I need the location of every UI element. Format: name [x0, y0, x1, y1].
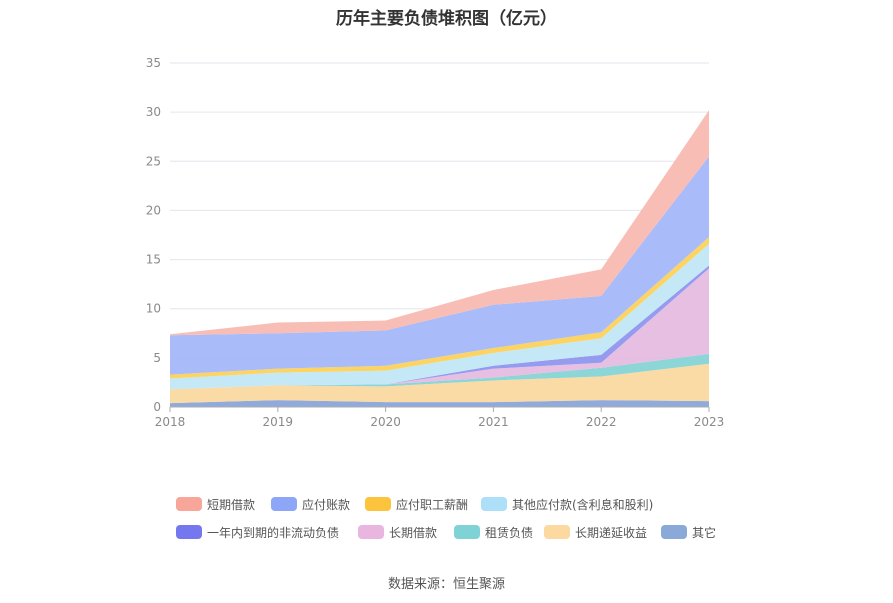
- x-tick-label: 2022: [586, 415, 617, 429]
- legend-label: 其它: [692, 525, 717, 540]
- area-series-2: [170, 353, 709, 390]
- legend-item[interactable]: 其它: [661, 523, 716, 541]
- legend-item[interactable]: 应付职工薪酬: [365, 495, 468, 513]
- y-tick-label: 10: [146, 302, 161, 316]
- x-tick-label: 2018: [155, 415, 186, 429]
- legend-swatch: [176, 525, 202, 539]
- axes: 0 5 10 15 20 25 30 35 2018 2019 2020 2021 2022 2023: [146, 56, 725, 429]
- x-tick-label: 2020: [370, 415, 401, 429]
- area-layers: [170, 110, 709, 407]
- legend-item[interactable]: 长期递延收益: [544, 523, 647, 541]
- legend-swatch: [271, 497, 297, 511]
- legend-swatch: [176, 497, 202, 511]
- legend-item[interactable]: 长期借款: [358, 523, 437, 541]
- source-note: 数据来源：恒生聚源: [387, 577, 505, 592]
- legend-label: 租赁负债: [485, 525, 534, 540]
- legend-item[interactable]: 其他应付款(含利息和股利): [481, 495, 653, 513]
- legend-swatch: [454, 525, 480, 539]
- area-series-5: [170, 243, 709, 390]
- legend-swatch: [661, 525, 687, 539]
- legend-swatch: [358, 525, 384, 539]
- x-tick-label: 2023: [694, 415, 725, 429]
- legend-swatch: [481, 497, 507, 511]
- y-tick-label: 5: [153, 351, 161, 365]
- area-series-0: [170, 400, 709, 407]
- legend-label: 短期借款: [207, 497, 256, 512]
- legend-item[interactable]: 短期借款: [176, 495, 255, 513]
- y-tick-label: 20: [146, 203, 161, 217]
- area-series-7: [170, 156, 709, 375]
- legend-label: 长期递延收益: [575, 525, 648, 540]
- legend-label: 长期借款: [389, 525, 438, 540]
- legend-swatch: [544, 525, 570, 539]
- x-tick-label: 2021: [478, 415, 509, 429]
- legend-swatch: [365, 497, 391, 511]
- legend-label: 一年内到期的非流动负债: [207, 525, 340, 540]
- y-tick-label: 15: [146, 253, 161, 267]
- x-tick-label: 2019: [263, 415, 294, 429]
- area-series-1: [170, 363, 709, 404]
- y-tick-label: 0: [153, 400, 161, 414]
- legend-item[interactable]: 租赁负债: [454, 523, 533, 541]
- legend-item[interactable]: 一年内到期的非流动负债: [176, 523, 339, 541]
- chart-title: 历年主要负债堆积图（亿元）: [336, 9, 557, 29]
- y-tick-label: 25: [146, 154, 161, 168]
- area-series-4: [170, 265, 709, 390]
- legend-label: 其他应付款(含利息和股利): [512, 497, 654, 512]
- area-series-8: [170, 110, 709, 336]
- legend-item[interactable]: 应付账款: [271, 495, 350, 513]
- y-tick-label: 30: [146, 105, 161, 119]
- y-tick-label: 35: [146, 56, 161, 70]
- legend-label: 应付职工薪酬: [396, 497, 469, 512]
- legend-label: 应付账款: [302, 497, 351, 512]
